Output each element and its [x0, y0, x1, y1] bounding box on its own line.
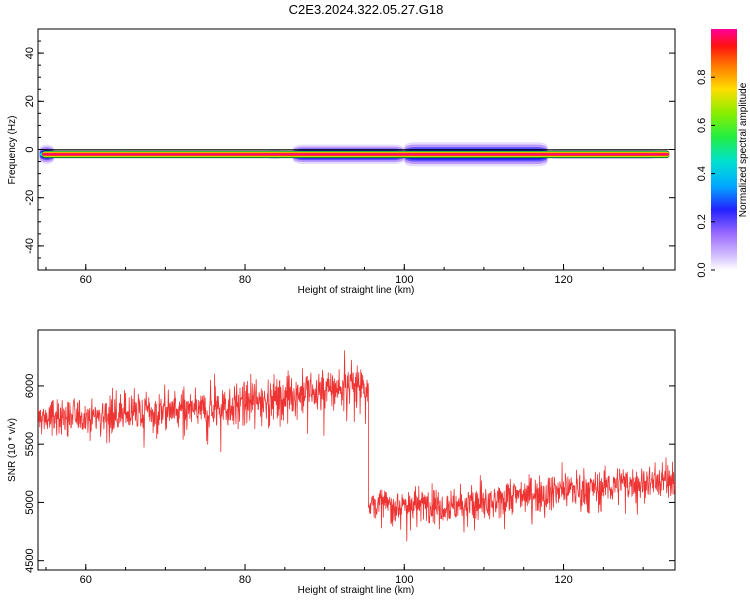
heatmap-band-layer [41, 153, 670, 155]
snr-ytick-label: 4500 [24, 548, 36, 572]
snr-xtick-label: 100 [395, 574, 413, 586]
snr-ytick-label: 5500 [24, 432, 36, 456]
colorbar-tick-label: 0.2 [696, 214, 708, 229]
chart-title: C2E3.2024.322.05.27.G18 [289, 2, 444, 17]
heatmap-xtick-label: 120 [554, 274, 572, 286]
snr-panel: 60 80 100 120 4500 5000 5500 6000 Height of st… [7, 329, 676, 596]
heatmap-xtick-label: 80 [239, 274, 251, 286]
snr-ytick-label: 5000 [24, 490, 36, 514]
snr-xtick-label: 60 [80, 574, 92, 586]
colorbar-tick-label: 0.4 [696, 166, 708, 181]
snr-plot-frame [37, 329, 676, 571]
heatmap-ylabel: Frequency (Hz) [7, 116, 18, 185]
snr-xtick-label: 120 [554, 574, 572, 586]
heatmap-ytick-label: -20 [24, 190, 36, 206]
heatmap-ytick-label: 0 [24, 146, 36, 152]
heatmap-panel: 60 80 100 120 40 20 0 -20 -40 Height of straigh… [7, 28, 676, 296]
colorbar-gradient [711, 29, 737, 270]
heatmap-xlabel: Height of straight line (km) [298, 285, 415, 296]
snr-xtick-label: 80 [239, 574, 251, 586]
snr-ylabel: SNR (10 * v/v) [7, 418, 18, 482]
colorbar-tick-label: 0.6 [696, 118, 708, 133]
colorbar-label: Normalized spectral amplitude [738, 82, 749, 217]
snr-ytick-label: 6000 [24, 374, 36, 398]
colorbar: 0.0 0.2 0.4 0.6 0.8 Normalized spectral ampl… [696, 29, 749, 278]
snr-series-line [38, 350, 675, 542]
colorbar-tick-label: 0.0 [696, 262, 708, 277]
snr-xlabel: Height of straight line (km) [298, 585, 415, 596]
heatmap-ytick-label: 40 [24, 47, 36, 59]
heatmap-ytick-label: 20 [24, 95, 36, 107]
heatmap-xtick-label: 60 [80, 274, 92, 286]
heatmap-ytick-label: -40 [24, 238, 36, 254]
heatmap-xtick-label: 100 [395, 274, 413, 286]
colorbar-tick-label: 0.8 [696, 70, 708, 85]
